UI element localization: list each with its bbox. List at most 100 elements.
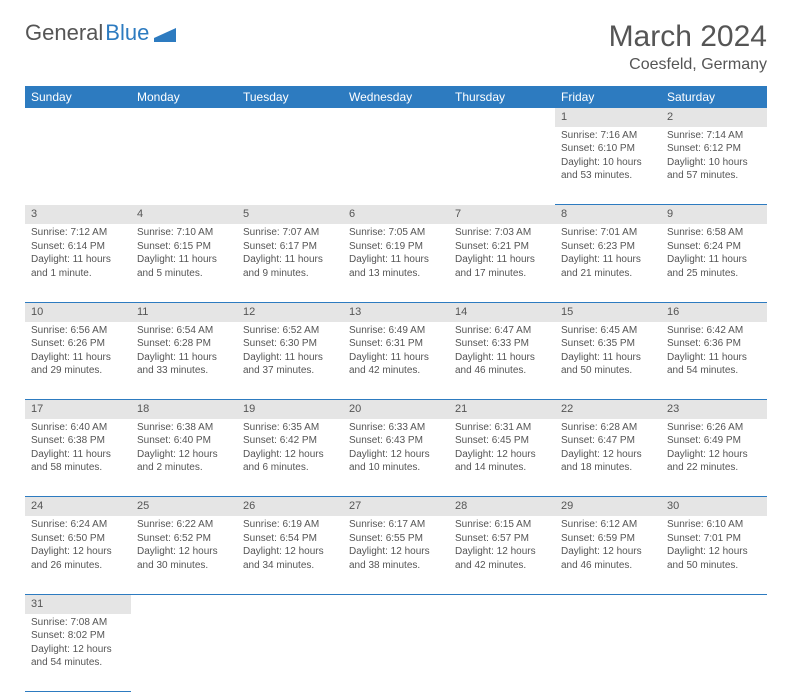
sunrise-text: Sunrise: 7:14 AM bbox=[667, 129, 761, 143]
daylight-text: Daylight: 12 hours and 14 minutes. bbox=[455, 448, 549, 475]
day-cell: Sunrise: 6:15 AMSunset: 6:57 PMDaylight:… bbox=[449, 516, 555, 594]
day-number-row: 17181920212223 bbox=[25, 400, 767, 419]
day-number bbox=[343, 594, 449, 613]
sunset-text: Sunset: 6:36 PM bbox=[667, 337, 761, 351]
day-cell bbox=[131, 127, 237, 205]
day-number: 22 bbox=[555, 400, 661, 419]
sunrise-text: Sunrise: 6:10 AM bbox=[667, 518, 761, 532]
day-number: 27 bbox=[343, 497, 449, 516]
day-number: 17 bbox=[25, 400, 131, 419]
day-cell: Sunrise: 6:49 AMSunset: 6:31 PMDaylight:… bbox=[343, 322, 449, 400]
sunrise-text: Sunrise: 6:31 AM bbox=[455, 421, 549, 435]
day-cell: Sunrise: 7:14 AMSunset: 6:12 PMDaylight:… bbox=[661, 127, 767, 205]
day-number: 28 bbox=[449, 497, 555, 516]
day-number-row: 3456789 bbox=[25, 205, 767, 224]
day-cell: Sunrise: 6:52 AMSunset: 6:30 PMDaylight:… bbox=[237, 322, 343, 400]
day-number: 18 bbox=[131, 400, 237, 419]
daylight-text: Daylight: 11 hours and 9 minutes. bbox=[243, 253, 337, 280]
sunrise-text: Sunrise: 6:49 AM bbox=[349, 324, 443, 338]
daylight-text: Daylight: 10 hours and 53 minutes. bbox=[561, 156, 655, 183]
daylight-text: Daylight: 12 hours and 6 minutes. bbox=[243, 448, 337, 475]
daylight-text: Daylight: 11 hours and 33 minutes. bbox=[137, 351, 231, 378]
sunrise-text: Sunrise: 6:17 AM bbox=[349, 518, 443, 532]
day-content-row: Sunrise: 6:40 AMSunset: 6:38 PMDaylight:… bbox=[25, 419, 767, 497]
daylight-text: Daylight: 11 hours and 46 minutes. bbox=[455, 351, 549, 378]
sunset-text: Sunset: 8:02 PM bbox=[31, 629, 125, 643]
sunrise-text: Sunrise: 6:54 AM bbox=[137, 324, 231, 338]
day-cell bbox=[25, 127, 131, 205]
day-cell: Sunrise: 6:54 AMSunset: 6:28 PMDaylight:… bbox=[131, 322, 237, 400]
logo-text-blue: Blue bbox=[105, 20, 149, 46]
day-header: Monday bbox=[131, 86, 237, 108]
day-content-row: Sunrise: 7:12 AMSunset: 6:14 PMDaylight:… bbox=[25, 224, 767, 302]
daylight-text: Daylight: 11 hours and 58 minutes. bbox=[31, 448, 125, 475]
day-cell: Sunrise: 6:24 AMSunset: 6:50 PMDaylight:… bbox=[25, 516, 131, 594]
day-number: 23 bbox=[661, 400, 767, 419]
sunrise-text: Sunrise: 7:01 AM bbox=[561, 226, 655, 240]
day-number: 8 bbox=[555, 205, 661, 224]
day-cell: Sunrise: 6:19 AMSunset: 6:54 PMDaylight:… bbox=[237, 516, 343, 594]
day-cell bbox=[555, 614, 661, 692]
day-number bbox=[131, 594, 237, 613]
day-content-row: Sunrise: 6:56 AMSunset: 6:26 PMDaylight:… bbox=[25, 322, 767, 400]
day-cell: Sunrise: 6:12 AMSunset: 6:59 PMDaylight:… bbox=[555, 516, 661, 594]
sunrise-text: Sunrise: 6:22 AM bbox=[137, 518, 231, 532]
sunset-text: Sunset: 6:24 PM bbox=[667, 240, 761, 254]
daylight-text: Daylight: 11 hours and 54 minutes. bbox=[667, 351, 761, 378]
sunset-text: Sunset: 6:47 PM bbox=[561, 434, 655, 448]
day-number: 6 bbox=[343, 205, 449, 224]
day-number: 13 bbox=[343, 302, 449, 321]
day-cell: Sunrise: 6:10 AMSunset: 7:01 PMDaylight:… bbox=[661, 516, 767, 594]
sunrise-text: Sunrise: 6:35 AM bbox=[243, 421, 337, 435]
sunset-text: Sunset: 6:43 PM bbox=[349, 434, 443, 448]
day-number: 30 bbox=[661, 497, 767, 516]
title-block: March 2024 Coesfeld, Germany bbox=[609, 20, 767, 74]
calendar-table: SundayMondayTuesdayWednesdayThursdayFrid… bbox=[25, 86, 767, 692]
sunset-text: Sunset: 6:14 PM bbox=[31, 240, 125, 254]
sunset-text: Sunset: 6:19 PM bbox=[349, 240, 443, 254]
day-cell: Sunrise: 6:38 AMSunset: 6:40 PMDaylight:… bbox=[131, 419, 237, 497]
sunrise-text: Sunrise: 7:03 AM bbox=[455, 226, 549, 240]
daylight-text: Daylight: 11 hours and 1 minute. bbox=[31, 253, 125, 280]
sunset-text: Sunset: 7:01 PM bbox=[667, 532, 761, 546]
day-cell bbox=[237, 614, 343, 692]
daylight-text: Daylight: 11 hours and 21 minutes. bbox=[561, 253, 655, 280]
sunset-text: Sunset: 6:35 PM bbox=[561, 337, 655, 351]
sunrise-text: Sunrise: 6:38 AM bbox=[137, 421, 231, 435]
day-number bbox=[555, 594, 661, 613]
day-cell: Sunrise: 6:47 AMSunset: 6:33 PMDaylight:… bbox=[449, 322, 555, 400]
day-cell: Sunrise: 6:56 AMSunset: 6:26 PMDaylight:… bbox=[25, 322, 131, 400]
sunset-text: Sunset: 6:26 PM bbox=[31, 337, 125, 351]
sunrise-text: Sunrise: 7:10 AM bbox=[137, 226, 231, 240]
day-number: 2 bbox=[661, 108, 767, 127]
sunset-text: Sunset: 6:49 PM bbox=[667, 434, 761, 448]
day-number: 19 bbox=[237, 400, 343, 419]
sunset-text: Sunset: 6:12 PM bbox=[667, 142, 761, 156]
day-number: 26 bbox=[237, 497, 343, 516]
day-cell: Sunrise: 7:12 AMSunset: 6:14 PMDaylight:… bbox=[25, 224, 131, 302]
day-header: Saturday bbox=[661, 86, 767, 108]
daylight-text: Daylight: 12 hours and 42 minutes. bbox=[455, 545, 549, 572]
sunrise-text: Sunrise: 6:45 AM bbox=[561, 324, 655, 338]
sunset-text: Sunset: 6:38 PM bbox=[31, 434, 125, 448]
daylight-text: Daylight: 12 hours and 22 minutes. bbox=[667, 448, 761, 475]
day-cell: Sunrise: 7:01 AMSunset: 6:23 PMDaylight:… bbox=[555, 224, 661, 302]
sunrise-text: Sunrise: 6:15 AM bbox=[455, 518, 549, 532]
sunrise-text: Sunrise: 6:52 AM bbox=[243, 324, 337, 338]
month-title: March 2024 bbox=[609, 20, 767, 54]
day-number: 1 bbox=[555, 108, 661, 127]
day-cell bbox=[131, 614, 237, 692]
daylight-text: Daylight: 11 hours and 42 minutes. bbox=[349, 351, 443, 378]
day-cell: Sunrise: 6:17 AMSunset: 6:55 PMDaylight:… bbox=[343, 516, 449, 594]
daylight-text: Daylight: 12 hours and 46 minutes. bbox=[561, 545, 655, 572]
day-cell bbox=[449, 127, 555, 205]
days-of-week-row: SundayMondayTuesdayWednesdayThursdayFrid… bbox=[25, 86, 767, 108]
sunrise-text: Sunrise: 7:16 AM bbox=[561, 129, 655, 143]
day-number: 4 bbox=[131, 205, 237, 224]
sunrise-text: Sunrise: 6:42 AM bbox=[667, 324, 761, 338]
sunset-text: Sunset: 6:17 PM bbox=[243, 240, 337, 254]
daylight-text: Daylight: 11 hours and 25 minutes. bbox=[667, 253, 761, 280]
sunset-text: Sunset: 6:30 PM bbox=[243, 337, 337, 351]
day-cell bbox=[449, 614, 555, 692]
day-number: 9 bbox=[661, 205, 767, 224]
